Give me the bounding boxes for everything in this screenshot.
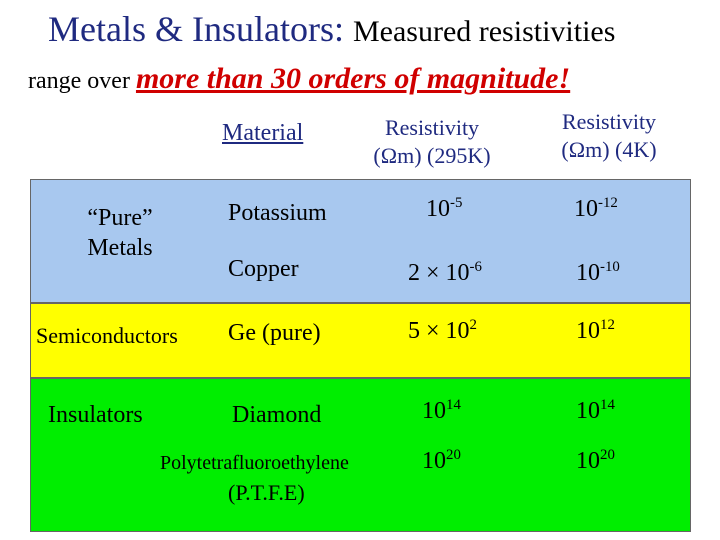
value-germanium-4k: 1012 [576, 317, 615, 344]
value-ptfe-4k: 1020 [576, 447, 615, 474]
category-pure-metals: “Pure” Metals [60, 203, 180, 263]
value-copper-295k: 2 × 10-6 [408, 259, 482, 286]
slide-subtitle: range over more than 30 orders of magnit… [28, 62, 570, 96]
material-ptfe-abbrev: (P.T.F.E) [228, 480, 305, 505]
value-diamond-295k: 1014 [422, 397, 461, 424]
value-copper-4k: 10-10 [576, 259, 620, 286]
material-copper: Copper [228, 256, 299, 282]
metals-band [30, 179, 691, 303]
value-potassium-4k: 10-12 [574, 195, 618, 222]
value-potassium-295k: 10-5 [426, 195, 463, 222]
category-pure-metals-line2: Metals [87, 235, 153, 261]
category-insulators: Insulators [48, 402, 143, 428]
material-ptfe: Polytetrafluoroethylene [160, 452, 349, 474]
header-r295-line1: Resistivity [384, 115, 480, 140]
subtitle-emphasis: more than 30 orders of magnitude! [135, 62, 571, 95]
material-potassium: Potassium [228, 200, 327, 226]
header-material: Material [222, 120, 304, 146]
header-r4-line1: Resistivity [561, 109, 657, 134]
value-diamond-4k: 1014 [576, 397, 615, 424]
header-resistivity-4k: Resistivity (Ωm) (4K) [538, 108, 680, 164]
title-main: Metals & Insulators: [48, 9, 344, 49]
slide-title: Metals & Insulators: Measured resistivit… [48, 8, 615, 50]
title-rest: Measured resistivities [352, 15, 616, 48]
material-diamond: Diamond [232, 402, 322, 428]
header-resistivity-295k: Resistivity (Ωm) (295K) [362, 114, 502, 170]
material-germanium: Ge (pure) [228, 320, 321, 346]
semiconductors-band [30, 303, 691, 378]
value-germanium-295k: 5 × 102 [408, 317, 477, 344]
category-pure-metals-line1: “Pure” [87, 205, 153, 231]
header-r4-line2: (Ωm) (4K) [561, 137, 657, 162]
insulators-band [30, 378, 691, 532]
header-r295-line2: (Ωm) (295K) [373, 143, 491, 168]
subtitle-prefix: range over [28, 68, 130, 94]
category-semiconductors: Semiconductors [36, 323, 178, 348]
value-ptfe-295k: 1020 [422, 447, 461, 474]
